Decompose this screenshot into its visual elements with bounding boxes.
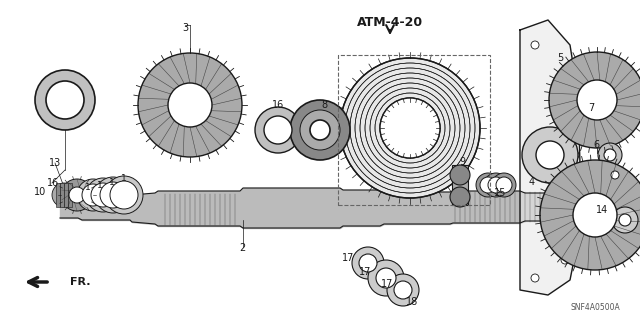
Text: ATM-4-20: ATM-4-20 bbox=[357, 15, 423, 28]
Bar bbox=[60, 183, 64, 207]
Circle shape bbox=[91, 183, 115, 207]
Circle shape bbox=[95, 177, 131, 213]
Circle shape bbox=[611, 171, 619, 179]
Circle shape bbox=[310, 120, 330, 140]
Circle shape bbox=[300, 110, 340, 150]
Circle shape bbox=[168, 83, 212, 127]
Text: 16: 16 bbox=[47, 178, 59, 188]
Text: 6: 6 bbox=[593, 140, 599, 150]
Bar bbox=[452, 165, 468, 205]
Circle shape bbox=[52, 183, 76, 207]
Text: 5: 5 bbox=[557, 53, 563, 63]
Text: 16: 16 bbox=[272, 100, 284, 110]
Circle shape bbox=[531, 274, 539, 282]
Polygon shape bbox=[520, 20, 580, 295]
Circle shape bbox=[573, 193, 617, 237]
Circle shape bbox=[571, 181, 579, 189]
Circle shape bbox=[376, 268, 396, 288]
Circle shape bbox=[450, 165, 470, 185]
Circle shape bbox=[340, 58, 480, 198]
Text: 9: 9 bbox=[459, 157, 465, 167]
Circle shape bbox=[476, 173, 500, 197]
Text: FR.: FR. bbox=[70, 277, 90, 287]
Circle shape bbox=[604, 149, 616, 161]
Circle shape bbox=[359, 254, 377, 272]
Text: 15: 15 bbox=[494, 188, 506, 198]
Circle shape bbox=[86, 178, 120, 212]
Circle shape bbox=[561, 256, 569, 264]
Circle shape bbox=[61, 179, 93, 211]
Text: 14: 14 bbox=[596, 205, 608, 215]
Circle shape bbox=[82, 184, 104, 206]
Circle shape bbox=[598, 143, 622, 167]
Circle shape bbox=[77, 179, 109, 211]
Circle shape bbox=[368, 260, 404, 296]
Text: 18: 18 bbox=[406, 297, 418, 307]
Text: 1: 1 bbox=[121, 173, 127, 182]
Text: 8: 8 bbox=[321, 100, 327, 110]
Circle shape bbox=[35, 70, 95, 130]
Bar bbox=[64, 183, 68, 207]
Bar bbox=[338, 55, 490, 205]
Circle shape bbox=[484, 173, 508, 197]
Circle shape bbox=[450, 187, 470, 207]
Text: 2: 2 bbox=[239, 243, 245, 253]
Circle shape bbox=[100, 182, 126, 208]
Circle shape bbox=[561, 71, 569, 79]
Circle shape bbox=[542, 147, 558, 163]
Bar bbox=[68, 183, 72, 207]
Text: 13: 13 bbox=[49, 158, 61, 168]
Circle shape bbox=[607, 167, 623, 183]
Circle shape bbox=[612, 207, 638, 233]
Circle shape bbox=[496, 177, 512, 193]
Text: 17: 17 bbox=[381, 279, 393, 289]
Circle shape bbox=[110, 181, 138, 209]
Text: 1: 1 bbox=[109, 178, 115, 187]
Circle shape bbox=[522, 127, 578, 183]
Circle shape bbox=[488, 177, 504, 193]
Text: 3: 3 bbox=[182, 23, 188, 33]
Circle shape bbox=[255, 107, 301, 153]
Bar bbox=[56, 183, 60, 207]
Circle shape bbox=[105, 176, 143, 214]
Circle shape bbox=[536, 141, 564, 169]
Circle shape bbox=[549, 52, 640, 148]
Circle shape bbox=[571, 151, 579, 159]
Circle shape bbox=[394, 281, 412, 299]
Circle shape bbox=[387, 274, 419, 306]
Circle shape bbox=[290, 100, 350, 160]
Text: 17: 17 bbox=[342, 253, 354, 263]
Text: 1: 1 bbox=[85, 182, 91, 191]
Text: SNF4A0500A: SNF4A0500A bbox=[570, 303, 620, 313]
Circle shape bbox=[480, 177, 496, 193]
Circle shape bbox=[531, 41, 539, 49]
Circle shape bbox=[46, 81, 84, 119]
Circle shape bbox=[492, 173, 516, 197]
Circle shape bbox=[264, 116, 292, 144]
Circle shape bbox=[619, 214, 631, 226]
Text: 4: 4 bbox=[529, 177, 535, 187]
Circle shape bbox=[540, 160, 640, 270]
Circle shape bbox=[380, 98, 440, 158]
Circle shape bbox=[352, 247, 384, 279]
Text: 17: 17 bbox=[359, 267, 371, 277]
Text: 10: 10 bbox=[34, 187, 46, 197]
Circle shape bbox=[577, 80, 617, 120]
Text: 1: 1 bbox=[97, 180, 103, 189]
Text: 7: 7 bbox=[588, 103, 594, 113]
Circle shape bbox=[69, 187, 85, 203]
Circle shape bbox=[138, 53, 242, 157]
